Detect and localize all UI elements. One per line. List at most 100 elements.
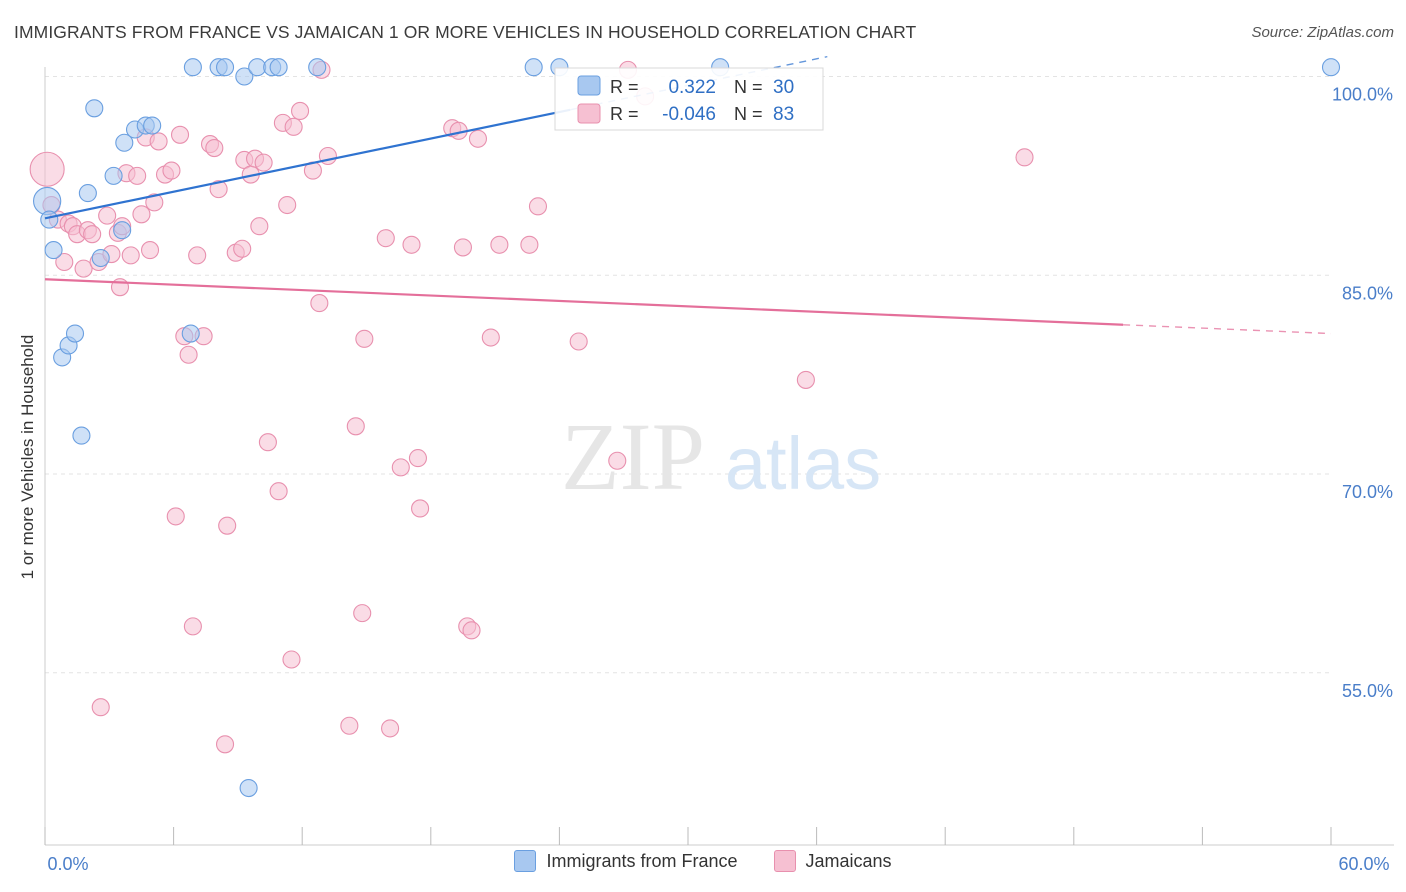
pink-trend-extension [1123, 324, 1332, 335]
france-point-29 [1321, 58, 1341, 77]
france-point-0 [32, 186, 62, 216]
stats-n-value-pink: 83 [773, 104, 794, 125]
jamaicans-point-22 [145, 193, 164, 212]
jamaicans-point-36 [218, 516, 237, 535]
watermark-zip: ZIP [561, 403, 705, 510]
jamaicans-point-56 [346, 417, 365, 436]
france-point-25 [308, 58, 327, 77]
jamaicans-point-75 [569, 332, 588, 351]
legend-item-jamaicans[interactable]: Jamaicans [773, 850, 892, 872]
jamaicans-point-74 [528, 197, 548, 216]
jamaicans-point-52 [310, 294, 329, 313]
jamaicans-point-29 [183, 617, 202, 636]
x-tick-label-60: 60.0% [1338, 854, 1389, 874]
france-point-6 [72, 426, 91, 445]
france-point-2 [44, 241, 63, 260]
jamaicans-point-79 [796, 370, 815, 389]
stats-swatch-pink [577, 103, 601, 124]
jamaicans-point-55 [340, 716, 359, 735]
jamaicans-point-44 [258, 433, 277, 452]
stats-r-value-blue: 0.322 [668, 77, 716, 98]
france-point-22 [248, 58, 267, 77]
france-point-16 [183, 58, 202, 77]
pink-trend-line [44, 278, 1124, 326]
jamaicans-point-6 [74, 259, 93, 278]
jamaicans-point-10 [91, 698, 110, 717]
france-point-26 [524, 58, 543, 77]
jamaicans-point-2 [55, 252, 74, 272]
jamaicans-point-57 [353, 604, 372, 623]
watermark-atlas: atlas [725, 422, 881, 505]
legend-label-france: Immigrants from France [546, 850, 738, 871]
tick-labels: 100.0% 85.0% 70.0% 55.0% 0.0% 60.0% [47, 85, 1393, 875]
legend-swatch-jamaicans [773, 850, 796, 872]
legend-swatch-france [514, 850, 537, 872]
bottom-legend: Immigrants from France Jamaicans [0, 850, 1406, 872]
jamaicans-point-34 [209, 180, 228, 199]
france-point-19 [215, 58, 235, 77]
y-tick-label-55: 55.0% [1342, 681, 1393, 701]
axes [44, 67, 1394, 846]
jamaicans-point-62 [402, 235, 421, 254]
jamaicans-point-25 [166, 507, 185, 526]
jamaicans-point-82 [149, 132, 168, 151]
y-tick-label-70: 70.0% [1342, 482, 1393, 502]
jamaicans-point-71 [481, 328, 500, 347]
france-point-12 [113, 221, 132, 240]
jamaicans-point-73 [520, 235, 539, 254]
jamaicans-point-0 [29, 151, 65, 187]
source-credit: Source: ZipAtlas.com [1251, 24, 1394, 41]
jamaicans-point-43 [254, 153, 273, 172]
jamaicans-point-49 [284, 117, 303, 136]
france-point-7 [78, 184, 97, 203]
jamaicans-point-63 [408, 449, 427, 468]
france-point-8 [85, 99, 104, 118]
stats-n-value-blue: 30 [773, 77, 794, 98]
jamaicans-point-67 [453, 238, 473, 257]
jamaicans-point-42 [250, 217, 269, 236]
jamaicans-point-24 [162, 161, 181, 180]
france-point-9 [91, 248, 110, 268]
jamaicans-point-50 [291, 101, 310, 120]
stats-r-label-blue: R = [610, 77, 639, 97]
jamaicans-point-28 [179, 345, 198, 364]
legend-label-jamaicans: Jamaicans [805, 850, 892, 871]
jamaicans-point-58 [355, 329, 374, 348]
y-tick-label-85: 85.0% [1342, 283, 1393, 303]
jamaicans-point-11 [98, 206, 117, 225]
france-point-20 [235, 67, 254, 86]
jamaicans-point-76 [608, 451, 627, 470]
stats-n-label-pink: N = [734, 104, 763, 124]
stats-legend: R = 0.322 N = 30 R = -0.046 N = 83 [554, 67, 824, 131]
jamaicans-point-8 [83, 225, 102, 244]
france-point-17 [181, 324, 200, 343]
jamaicans-point-35 [215, 735, 235, 754]
jamaicans-point-30 [188, 246, 207, 265]
jamaicans-points [29, 60, 1034, 754]
jamaicans-point-48 [282, 650, 301, 669]
jamaicans-point-70 [468, 129, 488, 148]
jamaicans-point-19 [132, 205, 151, 224]
france-point-15 [143, 116, 162, 135]
jamaicans-point-33 [205, 139, 224, 158]
jamaicans-point-45 [269, 482, 288, 501]
jamaicans-point-17 [121, 246, 140, 265]
stats-n-label-blue: N = [734, 77, 763, 97]
jamaicans-point-72 [490, 235, 509, 254]
stats-r-label-pink: R = [610, 104, 639, 124]
jamaicans-point-61 [391, 458, 410, 477]
y-tick-label-100: 100.0% [1332, 85, 1393, 105]
jamaicans-point-69 [462, 621, 481, 640]
france-point-5 [65, 324, 85, 343]
watermark: ZIP atlas [561, 403, 881, 510]
jamaicans-point-18 [128, 166, 147, 185]
stats-swatch-blue [577, 75, 601, 96]
legend-item-france[interactable]: Immigrants from France [514, 850, 738, 872]
jamaicans-point-60 [381, 719, 400, 738]
france-point-24 [269, 58, 288, 77]
jamaicans-point-21 [140, 241, 160, 260]
jamaicans-point-26 [170, 125, 190, 144]
jamaicans-point-47 [278, 195, 297, 215]
jamaicans-point-59 [376, 229, 395, 248]
